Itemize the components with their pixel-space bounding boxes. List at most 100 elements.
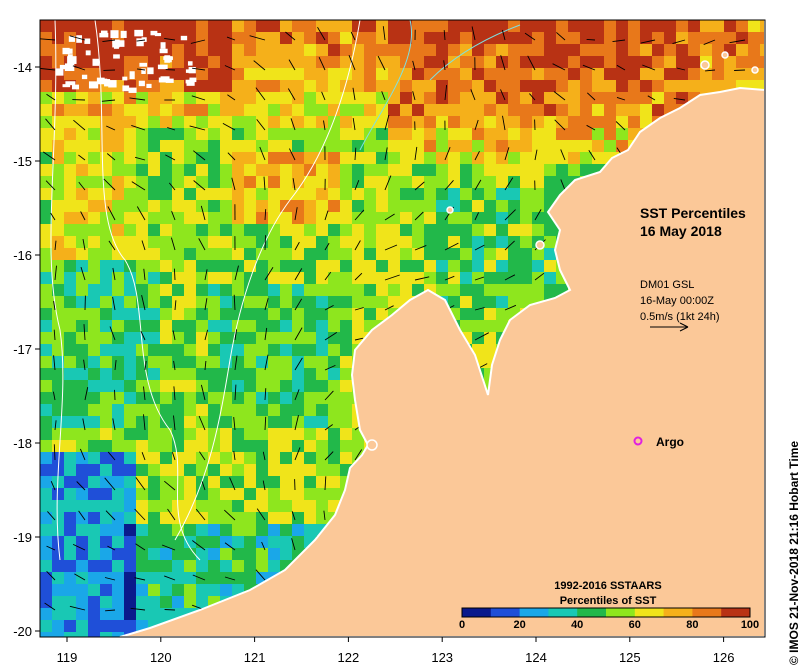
- sst-cell: [76, 560, 89, 573]
- sst-cell: [148, 404, 161, 417]
- sst-cell: [196, 224, 209, 237]
- sst-cell: [112, 536, 125, 549]
- sst-cell: [292, 524, 305, 537]
- sst-cell: [172, 560, 185, 573]
- sst-cell: [40, 248, 53, 261]
- sst-cell: [292, 236, 305, 249]
- current-vector: [200, 205, 206, 221]
- sst-cell: [316, 416, 329, 429]
- sst-cell: [208, 476, 221, 489]
- sst-cell: [340, 296, 353, 309]
- sst-cell: [88, 212, 101, 225]
- sst-cell: [232, 200, 245, 213]
- sst-cell: [496, 164, 509, 177]
- sst-cell: [148, 104, 161, 117]
- sst-cell: [520, 20, 533, 33]
- sst-cell: [88, 476, 101, 489]
- current-vector: [233, 417, 236, 431]
- sst-cell: [256, 500, 269, 513]
- sst-cell: [184, 92, 197, 105]
- current-vector: [377, 55, 386, 71]
- sst-cell: [40, 236, 53, 249]
- sst-cell: [208, 368, 221, 381]
- sst-cell: [292, 20, 305, 33]
- sst-cell: [484, 308, 497, 321]
- sst-cell: [100, 128, 113, 141]
- sst-cell: [148, 44, 161, 57]
- sst-cell: [484, 128, 497, 141]
- current-vector: [444, 85, 448, 101]
- current-vector: [318, 57, 326, 71]
- sst-cell: [472, 20, 485, 33]
- sst-cell: [328, 116, 341, 129]
- sst-cell: [328, 392, 341, 405]
- sst-cell: [688, 56, 701, 69]
- sst-cell: [40, 332, 53, 345]
- sst-cell: [472, 92, 485, 105]
- sst-cell: [100, 104, 113, 117]
- current-vector: [140, 331, 146, 341]
- legend-title-line2: Percentiles of SST: [560, 595, 657, 607]
- sst-cell: [148, 140, 161, 153]
- no-data-patch: [55, 68, 64, 76]
- sst-cell: [604, 140, 617, 153]
- sst-cell: [124, 440, 137, 453]
- sst-cell: [172, 152, 185, 165]
- legend: 1992-2016 SSTAARS Percentiles of SST 0 20…: [455, 574, 759, 632]
- current-vector: [192, 67, 206, 71]
- sst-cell: [256, 260, 269, 273]
- sst-cell: [460, 236, 473, 249]
- sst-cell: [256, 140, 269, 153]
- sst-cell: [460, 92, 473, 105]
- sst-cell: [292, 80, 305, 93]
- sst-cell: [100, 344, 113, 357]
- current-vector: [285, 31, 296, 41]
- sst-cell: [508, 236, 521, 249]
- argo-label: Argo: [656, 435, 684, 449]
- sst-cell: [196, 56, 209, 69]
- sst-cell: [148, 200, 161, 213]
- sst-cell: [292, 296, 305, 309]
- sst-cell: [172, 296, 185, 309]
- sst-cell: [184, 284, 197, 297]
- sst-cell: [196, 356, 209, 369]
- sst-cell: [52, 608, 65, 621]
- sst-cell: [52, 632, 65, 637]
- sst-cell: [40, 344, 53, 357]
- sst-cell: [256, 164, 269, 177]
- current-vector: [354, 240, 361, 251]
- current-vector: [195, 508, 206, 521]
- sst-cell: [520, 128, 533, 141]
- sst-cell: [64, 224, 77, 237]
- sst-cell: [160, 296, 173, 309]
- sst-cell: [328, 428, 341, 441]
- sst-cell: [136, 512, 149, 525]
- current-vector: [324, 305, 334, 311]
- sst-cell: [124, 464, 137, 477]
- sst-cell: [268, 116, 281, 129]
- sst-cell: [208, 464, 221, 477]
- sst-cell: [388, 140, 401, 153]
- sst-cell: [64, 248, 77, 261]
- current-vector: [381, 91, 386, 101]
- sst-cell: [160, 320, 173, 333]
- sst-cell: [472, 188, 485, 201]
- bathymetry-contours: [50, 20, 521, 561]
- sst-cell: [412, 116, 425, 129]
- current-vector: [291, 511, 296, 521]
- sst-cell: [208, 572, 221, 585]
- sst-cell: [304, 92, 317, 105]
- sst-cell: [40, 140, 53, 153]
- sst-cell: [268, 104, 281, 117]
- sst-cell: [496, 212, 509, 225]
- sst-cell: [280, 464, 293, 477]
- current-vector: [294, 414, 299, 431]
- sst-cell: [280, 104, 293, 117]
- sst-cell: [508, 68, 521, 81]
- sst-cell: [604, 68, 617, 81]
- sst-cell: [448, 248, 461, 261]
- sst-cell: [52, 116, 65, 129]
- sst-cell: [316, 500, 329, 513]
- sst-cell: [544, 164, 557, 177]
- no-data-patch: [147, 67, 154, 75]
